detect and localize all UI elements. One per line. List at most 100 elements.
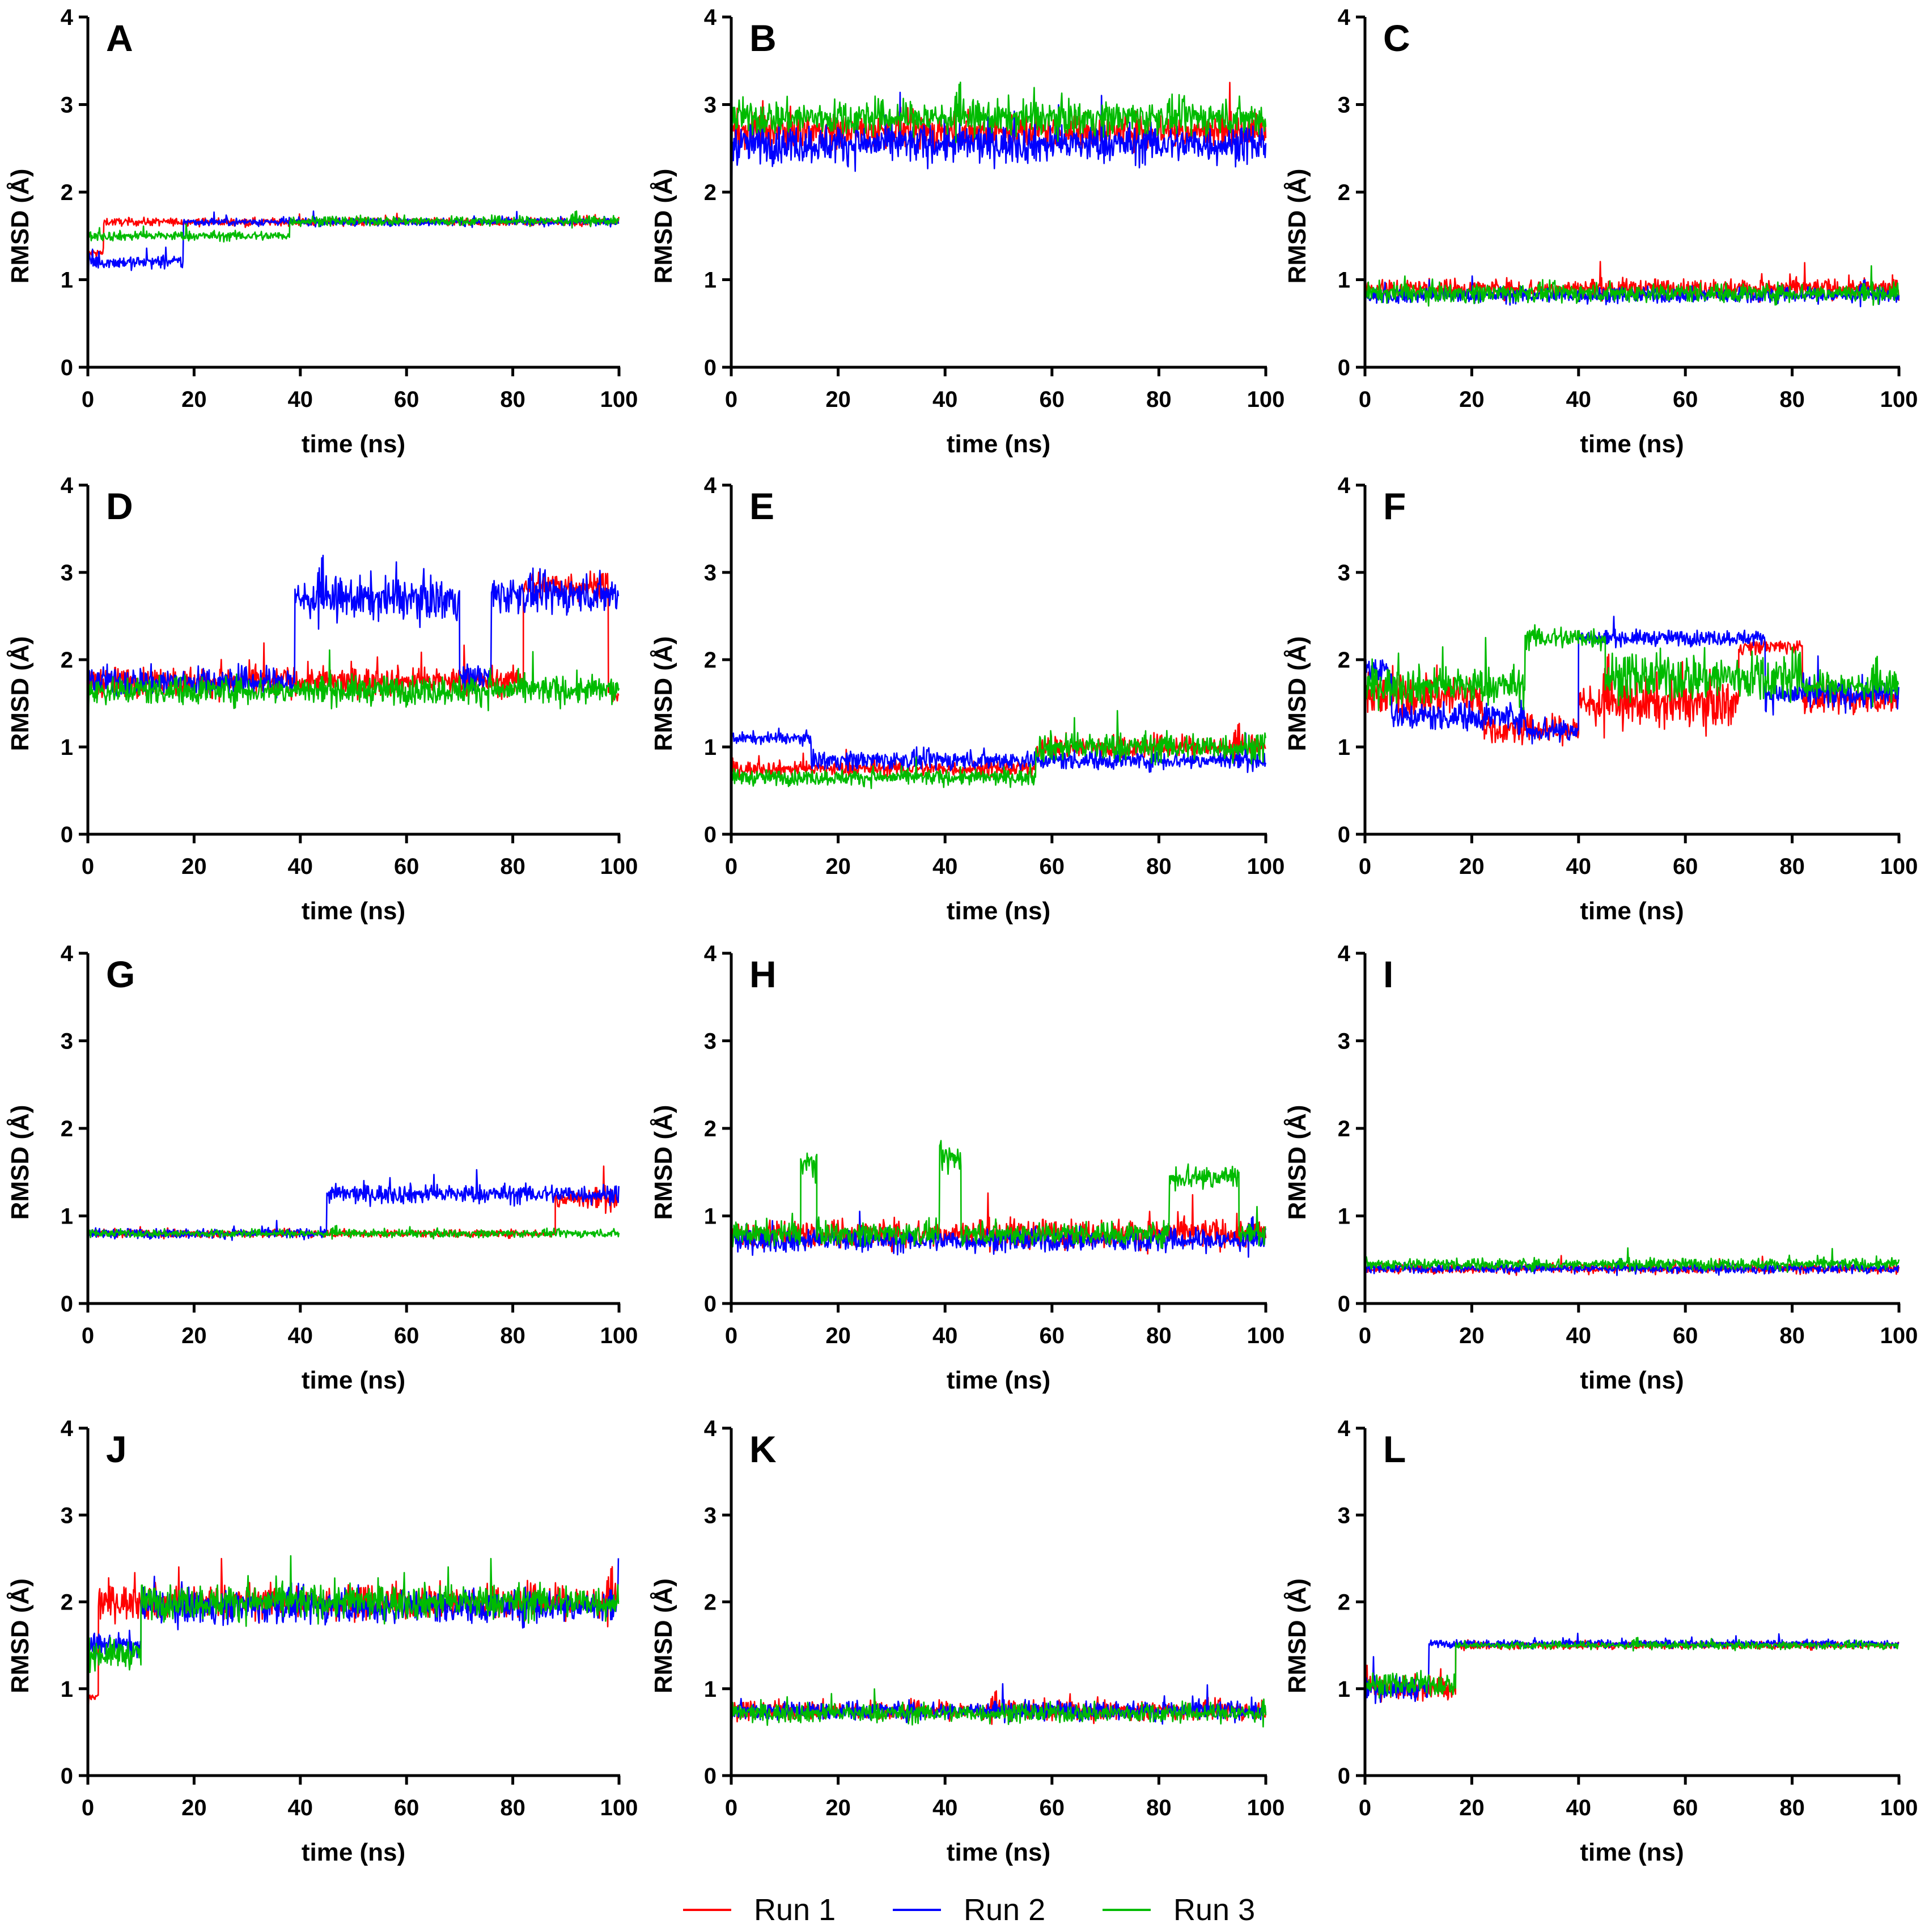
y-tick-label: 0 (704, 1292, 717, 1317)
x-tick-label: 20 (825, 387, 851, 412)
x-tick-label: 60 (1673, 1323, 1698, 1348)
series-line-run-3 (1364, 624, 1900, 791)
x-tick-label: 0 (725, 1795, 737, 1820)
x-tick-label: 0 (82, 854, 94, 879)
x-tick-label: 60 (1040, 1795, 1065, 1820)
x-tick-label: 20 (825, 1795, 851, 1820)
x-tick-label: 80 (500, 1323, 525, 1348)
x-axis-title: time (ns) (1580, 897, 1684, 925)
panel-letter: K (749, 1428, 777, 1470)
panel-letter: B (749, 17, 777, 59)
y-tick-label: 2 (1338, 1590, 1350, 1615)
plot-area (87, 554, 620, 791)
x-tick-label: 0 (1359, 1323, 1371, 1348)
series-line-run-2 (87, 1558, 620, 1733)
y-tick-label: 4 (1338, 941, 1351, 966)
y-tick-label: 4 (704, 1416, 717, 1441)
y-tick-label: 3 (704, 1029, 717, 1054)
y-tick-label: 2 (61, 180, 73, 205)
series-line-run-3 (1364, 1637, 1899, 1733)
series-line-run-3 (87, 210, 620, 324)
panel-letter: J (106, 1428, 127, 1470)
x-tick-label: 40 (288, 854, 313, 879)
y-tick-label: 1 (704, 735, 717, 760)
x-tick-label: 40 (1566, 1795, 1592, 1820)
series-line-run-1 (730, 723, 1266, 791)
y-tick-label: 2 (1338, 180, 1350, 205)
x-tick-label: 60 (1673, 1795, 1698, 1820)
x-tick-label: 40 (288, 387, 313, 412)
y-tick-label: 3 (704, 93, 717, 118)
series-line-run-1 (87, 213, 620, 324)
y-tick-label: 1 (1338, 735, 1350, 760)
y-tick-label: 1 (61, 1677, 73, 1702)
x-tick-label: 100 (1247, 854, 1285, 879)
y-axis-title: RMSD (Å) (1283, 636, 1311, 751)
y-tick-label: 4 (704, 473, 717, 498)
x-tick-label: 20 (1459, 1795, 1485, 1820)
y-tick-label: 2 (1338, 648, 1350, 673)
x-tick-label: 100 (1880, 387, 1918, 412)
x-tick-label: 60 (1040, 854, 1065, 879)
x-tick-label: 20 (1459, 387, 1485, 412)
series-line-run-2 (87, 210, 620, 324)
x-tick-label: 100 (600, 1795, 638, 1820)
y-tick-label: 3 (61, 1029, 73, 1054)
x-axis-title: time (ns) (302, 1838, 405, 1866)
y-axis-title: RMSD (Å) (1283, 1578, 1311, 1693)
panel-letter: L (1383, 1428, 1406, 1470)
y-tick-label: 2 (704, 180, 717, 205)
x-axis-title: time (ns) (947, 1366, 1050, 1394)
x-tick-label: 80 (1779, 387, 1805, 412)
y-axis-title: RMSD (Å) (650, 636, 677, 751)
y-tick-label: 0 (1338, 355, 1350, 380)
y-tick-label: 0 (704, 355, 717, 380)
y-tick-label: 0 (61, 1292, 73, 1317)
x-tick-label: 100 (1247, 1323, 1285, 1348)
x-tick-label: 100 (1880, 1795, 1918, 1820)
x-tick-label: 40 (932, 854, 958, 879)
series-line-run-1 (87, 1557, 620, 1733)
panel-letter: D (106, 485, 133, 527)
x-tick-label: 20 (1459, 1323, 1485, 1348)
plot-area (1364, 261, 1900, 324)
x-tick-label: 100 (600, 387, 638, 412)
plot-area (87, 210, 620, 324)
panel-letter: F (1383, 485, 1406, 527)
plot-area (1364, 1247, 1900, 1276)
legend-label: Run 2 (964, 1893, 1045, 1927)
x-tick-label: 0 (1359, 854, 1371, 879)
x-axis-title: time (ns) (947, 430, 1050, 458)
x-tick-label: 0 (725, 387, 737, 412)
y-tick-label: 1 (704, 268, 717, 293)
y-tick-label: 4 (61, 5, 74, 30)
x-tick-label: 80 (500, 1795, 525, 1820)
x-tick-label: 60 (1673, 854, 1698, 879)
y-tick-label: 3 (1338, 1029, 1350, 1054)
y-axis-title: RMSD (Å) (650, 169, 677, 284)
series-line-run-3 (87, 1555, 620, 1733)
y-tick-label: 3 (704, 561, 717, 585)
series-line-run-3 (730, 81, 1267, 324)
y-tick-label: 0 (1338, 1292, 1350, 1317)
x-tick-label: 0 (725, 1323, 737, 1348)
y-tick-label: 1 (1338, 1677, 1350, 1702)
y-tick-label: 1 (61, 268, 73, 293)
y-tick-label: 3 (704, 1503, 717, 1528)
x-tick-label: 80 (1779, 1795, 1805, 1820)
y-axis-title: RMSD (Å) (6, 636, 34, 751)
plot-area (87, 1165, 620, 1260)
series-line-run-3 (730, 1140, 1266, 1260)
x-tick-label: 80 (500, 387, 525, 412)
y-tick-label: 0 (704, 1764, 717, 1789)
x-tick-label: 100 (1247, 387, 1285, 412)
x-tick-label: 40 (932, 1323, 958, 1348)
y-tick-label: 0 (61, 1764, 73, 1789)
series-line-run-3 (1364, 1247, 1900, 1273)
y-tick-label: 3 (1338, 1503, 1350, 1528)
series-line-run-1 (87, 1165, 620, 1260)
